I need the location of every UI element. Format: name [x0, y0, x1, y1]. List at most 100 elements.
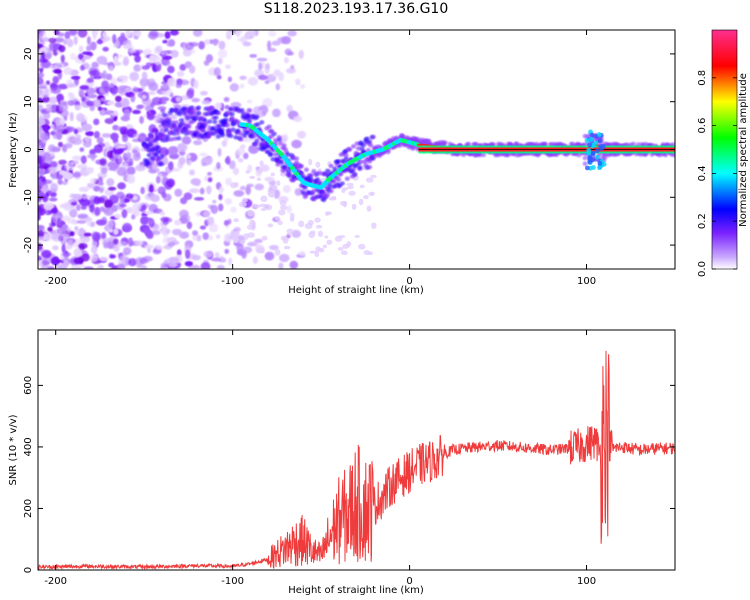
heatmap-ridge-cell: [328, 188, 334, 194]
heatmap-ridge-cell: [328, 163, 334, 169]
heatmap-speckle: [62, 39, 68, 45]
colorbar-label: Normalized spectral amplitude: [738, 73, 749, 227]
heatmap-speckle: [50, 257, 59, 265]
heatmap-speckle: [163, 193, 172, 202]
colorbar-ticks: 0.0 0.2 0.4 0.6 0.8: [697, 70, 737, 277]
heatmap-speckle: [71, 201, 77, 206]
heatmap-speckle: [139, 257, 148, 265]
heatmap-speckle: [46, 103, 52, 109]
heatmap-speckle: [89, 104, 95, 112]
heatmap-speckle: [149, 101, 156, 107]
heatmap-speckle: [93, 196, 101, 205]
heatmap-speckle: [126, 166, 136, 176]
heatmap-speckle: [264, 251, 275, 261]
heatmap-ridge-cell: [367, 165, 373, 170]
heatmap-ridge-cell: [311, 169, 317, 174]
heatmap-speckle: [99, 206, 106, 212]
heatmap-speckle: [104, 85, 110, 94]
heatmap-speckle: [264, 204, 273, 211]
heatmap-speckle: [119, 254, 128, 263]
colorbar-frame: [711, 29, 738, 270]
heatmap-speckle: [70, 75, 81, 80]
heatmap-speckle: [72, 193, 83, 201]
heatmap-speckle: [125, 193, 134, 200]
heatmap-ridge-cell: [350, 167, 356, 172]
heatmap-speckle: [83, 232, 92, 237]
heatmap-speckle: [132, 109, 141, 115]
spectrogram-x-tick-label: -100: [221, 276, 244, 287]
heatmap-speckle: [78, 186, 90, 192]
heatmap-speckle: [169, 114, 178, 120]
heatmap-speckle: [117, 182, 126, 190]
heatmap-ridge-cell: [149, 134, 155, 139]
heatmap-ridge-cell: [155, 149, 161, 155]
heatmap-speckle: [38, 31, 47, 39]
heatmap-ridge-cell: [287, 172, 293, 178]
heatmap-speckle: [287, 30, 297, 37]
snr-y-tick-label: 600: [23, 376, 34, 395]
heatmap-speckle: [49, 96, 58, 105]
heatmap-speckle: [215, 234, 221, 239]
heatmap-speckle: [148, 184, 154, 193]
heatmap-speckle: [73, 257, 85, 265]
heatmap-speckle: [79, 147, 85, 152]
heatmap-speckle: [69, 52, 77, 61]
heatmap-ridge-cell: [324, 168, 330, 174]
heatmap-speckle: [185, 154, 192, 159]
heatmap-speckle: [48, 197, 58, 202]
heatmap-speckle: [86, 36, 91, 45]
heatmap-speckle: [45, 265, 55, 269]
heatmap-speckle: [317, 230, 324, 237]
heatmap-disturbance: [584, 165, 590, 171]
heatmap-speckle: [51, 146, 61, 153]
heatmap-disturbance: [590, 150, 596, 156]
heatmap-speckle: [109, 194, 119, 205]
heatmap-speckle: [340, 250, 348, 256]
heatmap-speckle: [315, 161, 321, 168]
spectrogram-y-tick-label: 20: [23, 48, 34, 61]
heatmap-speckle: [130, 93, 136, 103]
heatmap-speckle: [88, 254, 99, 263]
heatmap-speckle: [121, 209, 128, 219]
heatmap-ridge-cell: [331, 178, 337, 184]
heatmap-speckle: [300, 84, 306, 89]
heatmap-speckle: [57, 83, 69, 90]
snr-x-tick-label: -200: [44, 576, 67, 587]
heatmap-speckle: [249, 53, 258, 58]
heatmap-speckle: [101, 31, 108, 39]
heatmap-ridge-cell: [160, 108, 166, 114]
heatmap-speckle: [239, 83, 245, 89]
heatmap-speckle: [365, 177, 374, 183]
heatmap-speckle: [69, 111, 74, 122]
heatmap-speckle: [280, 205, 288, 211]
heatmap-speckle: [140, 205, 146, 214]
heatmap-speckle: [264, 176, 275, 182]
heatmap-speckle: [260, 207, 267, 212]
heatmap-speckle: [176, 78, 183, 85]
heatmap-speckle: [116, 166, 128, 177]
heatmap-speckle: [84, 136, 91, 144]
heatmap-speckle: [102, 46, 109, 52]
heatmap-speckle: [166, 178, 176, 188]
heatmap-speckle: [49, 182, 58, 193]
heatmap-speckle: [93, 118, 100, 126]
heatmap-speckle: [108, 65, 114, 72]
heatmap-speckle: [271, 40, 281, 46]
heatmap-speckle: [146, 91, 157, 96]
heatmap-speckle: [55, 118, 61, 127]
heatmap-speckle: [63, 204, 74, 212]
heatmap-speckle: [247, 76, 259, 86]
heatmap-speckle: [144, 227, 151, 236]
heatmap-ridge-cell: [276, 137, 282, 143]
heatmap-speckle: [267, 190, 276, 198]
heatmap-speckle: [230, 182, 237, 189]
heatmap-speckle: [144, 210, 155, 215]
heatmap-speckle: [96, 39, 103, 45]
heatmap-speckle: [151, 230, 161, 236]
heatmap-ridge-cell: [168, 137, 174, 142]
heatmap-speckle: [190, 178, 201, 186]
heatmap-speckle: [134, 151, 141, 159]
heatmap-disturbance: [587, 157, 593, 163]
heatmap-speckle: [141, 71, 148, 81]
heatmap-speckle: [247, 209, 255, 217]
